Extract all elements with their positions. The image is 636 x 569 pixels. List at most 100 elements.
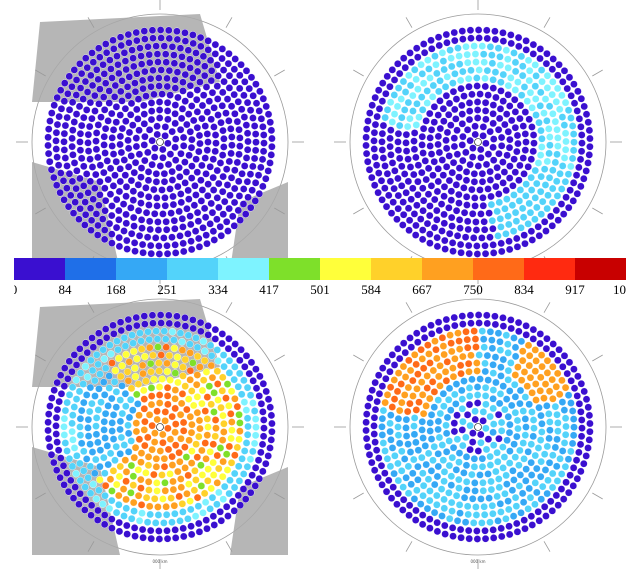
observation-dot: [154, 226, 163, 234]
observation-dot: [134, 400, 142, 408]
observation-dot: [397, 162, 406, 171]
observation-dot: [171, 509, 179, 518]
observation-dot: [91, 392, 99, 400]
observation-dot: [467, 34, 475, 43]
observation-dot: [549, 451, 557, 460]
observation-dot: [450, 390, 459, 399]
observation-dot: [96, 475, 104, 484]
observation-dot: [166, 470, 174, 478]
observation-dot: [187, 174, 196, 182]
observation-dot: [409, 107, 417, 115]
observation-dot: [479, 417, 487, 425]
observation-dot: [470, 178, 479, 186]
observation-dot: [453, 231, 462, 240]
observation-dot: [168, 127, 176, 136]
observation-dot: [430, 480, 439, 489]
observation-dot: [538, 77, 546, 86]
observation-dot: [249, 92, 257, 100]
observation-dot: [220, 197, 229, 206]
observation-dot: [167, 209, 175, 217]
observation-dot: [521, 415, 530, 423]
observation-dot: [108, 487, 116, 495]
observation-dot: [147, 107, 156, 115]
observation-dot: [153, 415, 162, 424]
observation-dot: [473, 114, 482, 122]
observation-dot: [388, 444, 397, 452]
observation-dot: [522, 322, 530, 330]
observation-dot: [425, 65, 433, 73]
observation-dot: [146, 74, 155, 83]
observation-dot: [572, 171, 581, 180]
observation-dot: [441, 83, 450, 91]
observation-dot: [96, 190, 104, 199]
observation-dot: [44, 133, 52, 142]
observation-dot: [112, 442, 121, 451]
observation-dot: [458, 395, 467, 403]
observation-dot: [427, 411, 436, 419]
observation-dot: [57, 389, 66, 398]
observation-dot: [209, 227, 218, 236]
observation-dot: [161, 132, 169, 140]
observation-dot: [198, 186, 207, 194]
observation-dot: [158, 145, 167, 154]
observation-dot: [60, 431, 69, 439]
observation-dot: [207, 361, 216, 370]
observation-dot: [545, 434, 553, 443]
observation-dot: [124, 315, 133, 324]
observation-dot: [427, 182, 436, 190]
observation-dot: [416, 215, 425, 223]
observation-dot: [87, 501, 96, 510]
observation-dot: [387, 494, 396, 502]
observation-dot: [570, 384, 579, 393]
observation-dot: [170, 344, 179, 353]
observation-dot: [53, 405, 62, 414]
observation-dot: [96, 462, 104, 471]
observation-dot: [536, 387, 545, 395]
observation-dot: [106, 56, 114, 64]
observation-dot: [115, 187, 124, 196]
observation-dot: [170, 51, 178, 59]
observation-dot: [52, 422, 60, 430]
observation-dot: [499, 179, 507, 187]
observation-dot: [522, 331, 531, 339]
observation-dot: [251, 464, 260, 472]
observation-dot: [127, 204, 135, 212]
observation-dot: [425, 350, 433, 358]
observation-dot: [196, 33, 205, 42]
observation-dot: [395, 406, 404, 415]
observation-dot: [210, 521, 219, 529]
observation-dot: [440, 236, 449, 245]
observation-dot: [440, 402, 448, 411]
observation-dot: [259, 408, 267, 416]
observation-dot: [120, 227, 128, 235]
observation-dot: [508, 201, 517, 210]
observation-dot: [122, 210, 130, 219]
observation-dot: [514, 363, 522, 371]
observation-dot: [61, 121, 70, 130]
observation-dot: [121, 171, 130, 179]
observation-dot: [456, 525, 465, 534]
observation-dot: [386, 142, 394, 151]
observation-dot: [375, 104, 384, 113]
observation-dot: [401, 88, 410, 96]
observation-dot: [472, 343, 480, 351]
observation-dot: [548, 184, 557, 193]
observation-dot: [552, 491, 561, 500]
observation-dot: [181, 443, 189, 451]
observation-dot: [585, 126, 594, 135]
observation-dot: [580, 387, 589, 396]
observation-dot: [261, 459, 270, 468]
observation-dot: [463, 486, 471, 494]
observation-dot: [432, 206, 441, 215]
observation-dot: [226, 191, 234, 200]
observation-dot: [187, 143, 196, 152]
observation-dot: [558, 376, 566, 385]
observation-dot: [223, 95, 232, 103]
observation-dot: [549, 78, 557, 86]
observation-dot: [243, 430, 252, 439]
observation-dot: [419, 364, 428, 373]
observation-dot: [83, 373, 92, 381]
observation-dot: [168, 412, 176, 421]
observation-dot: [108, 419, 116, 427]
observation-dot: [233, 443, 242, 452]
